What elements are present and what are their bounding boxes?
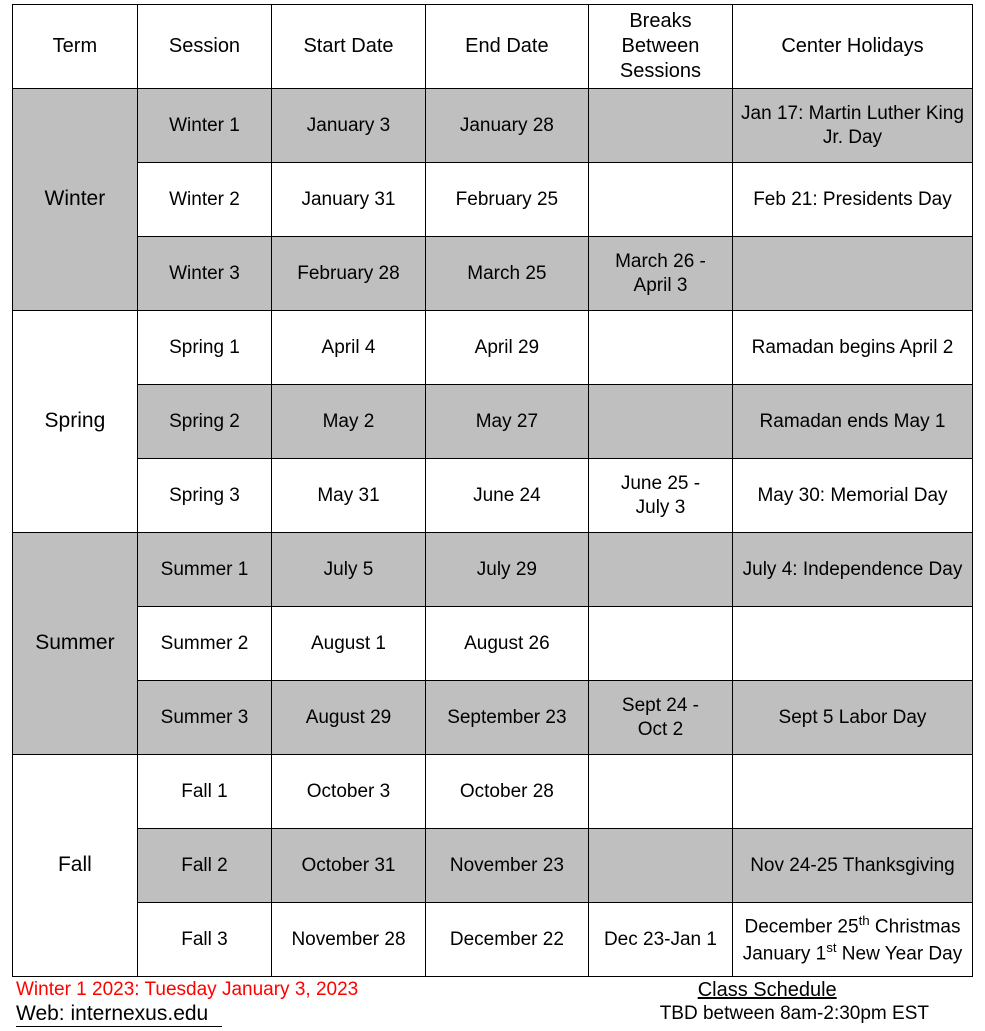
class-schedule-body: TBD between 8am-2:30pm EST (660, 1003, 929, 1025)
start-date-cell: April 4 (272, 311, 426, 385)
holiday-cell (732, 237, 972, 311)
start-date-cell: February 28 (272, 237, 426, 311)
footer-red-note: Winter 1 2023: Tuesday January 3, 2023 (16, 979, 358, 1001)
session-cell: Spring 2 (137, 385, 271, 459)
end-date-cell: April 29 (425, 311, 588, 385)
start-date-cell: May 31 (272, 459, 426, 533)
schedule-table: TermSessionStart DateEnd DateBreaksBetwe… (12, 4, 973, 977)
table-row: Winter 3February 28March 25March 26 -Apr… (13, 237, 973, 311)
col-header-1: Session (137, 5, 271, 89)
end-date-cell: February 25 (425, 163, 588, 237)
start-date-cell: October 3 (272, 755, 426, 829)
break-cell (588, 163, 732, 237)
table-row: Fall 3November 28December 22Dec 23-Jan 1… (13, 903, 973, 977)
holiday-cell: Ramadan begins April 2 (732, 311, 972, 385)
break-cell (588, 829, 732, 903)
start-date-cell: October 31 (272, 829, 426, 903)
session-cell: Fall 1 (137, 755, 271, 829)
table-row: Winter 2January 31February 25 Feb 21: Pre… (13, 163, 973, 237)
session-cell: Fall 2 (137, 829, 271, 903)
end-date-cell: August 26 (425, 607, 588, 681)
session-cell: Winter 1 (137, 89, 271, 163)
break-cell (588, 607, 732, 681)
holiday-cell: Jan 17: Martin Luther King Jr. Day (732, 89, 972, 163)
table-row: Summer 3August 29September 23Sept 24 -Oc… (13, 681, 973, 755)
end-date-cell: June 24 (425, 459, 588, 533)
start-date-cell: August 1 (272, 607, 426, 681)
table-row: Spring 2May 2May 27 Ramadan ends May 1 (13, 385, 973, 459)
session-cell: Summer 3 (137, 681, 271, 755)
footer-web-label: Web: internexus.edu (16, 1002, 222, 1027)
table-row: WinterWinter 1January 3January 28Jan 17:… (13, 89, 973, 163)
session-cell: Summer 2 (137, 607, 271, 681)
col-header-5: Center Holidays (732, 5, 972, 89)
holiday-cell (732, 607, 972, 681)
holiday-cell: December 25th ChristmasJanuary 1st New Y… (732, 903, 972, 977)
holiday-cell (732, 755, 972, 829)
session-cell: Winter 2 (137, 163, 271, 237)
col-header-3: End Date (425, 5, 588, 89)
class-schedule-title: Class Schedule (698, 979, 837, 1002)
table-row: FallFall 1October 3October 28 (13, 755, 973, 829)
table-row: SummerSummer 1July 5July 29July 4: Indep… (13, 533, 973, 607)
footer-left: Winter 1 2023: Tuesday January 3, 2023 W… (16, 979, 358, 1027)
break-cell: Sept 24 -Oct 2 (588, 681, 732, 755)
table-row: Fall 2October 31November 23 Nov 24-25 Tha… (13, 829, 973, 903)
session-cell: Fall 3 (137, 903, 271, 977)
session-cell: Spring 1 (137, 311, 271, 385)
table-row: Spring 3May 31June 24June 25 -July 3May … (13, 459, 973, 533)
end-date-cell: March 25 (425, 237, 588, 311)
term-cell-summer: Summer (13, 533, 138, 755)
table-row: Summer 2August 1August 26 (13, 607, 973, 681)
holiday-cell: Sept 5 Labor Day (732, 681, 972, 755)
footer-right: Class Schedule TBD between 8am-2:30pm ES… (660, 979, 969, 1025)
term-cell-fall: Fall (13, 755, 138, 977)
end-date-cell: September 23 (425, 681, 588, 755)
start-date-cell: July 5 (272, 533, 426, 607)
start-date-cell: November 28 (272, 903, 426, 977)
start-date-cell: January 31 (272, 163, 426, 237)
term-cell-spring: Spring (13, 311, 138, 533)
break-cell (588, 755, 732, 829)
break-cell (588, 89, 732, 163)
start-date-cell: January 3 (272, 89, 426, 163)
col-header-2: Start Date (272, 5, 426, 89)
term-cell-winter: Winter (13, 89, 138, 311)
session-cell: Summer 1 (137, 533, 271, 607)
footer: Winter 1 2023: Tuesday January 3, 2023 W… (12, 979, 973, 1027)
col-header-4: BreaksBetweenSessions (588, 5, 732, 89)
holiday-cell: Ramadan ends May 1 (732, 385, 972, 459)
end-date-cell: December 22 (425, 903, 588, 977)
break-cell: March 26 -April 3 (588, 237, 732, 311)
end-date-cell: May 27 (425, 385, 588, 459)
start-date-cell: May 2 (272, 385, 426, 459)
break-cell (588, 533, 732, 607)
end-date-cell: January 28 (425, 89, 588, 163)
end-date-cell: October 28 (425, 755, 588, 829)
session-cell: Spring 3 (137, 459, 271, 533)
break-cell (588, 385, 732, 459)
holiday-cell: July 4: Independence Day (732, 533, 972, 607)
holiday-cell: May 30: Memorial Day (732, 459, 972, 533)
table-header-row: TermSessionStart DateEnd DateBreaksBetwe… (13, 5, 973, 89)
break-cell: Dec 23-Jan 1 (588, 903, 732, 977)
table-row: SpringSpring 1April 4April 29Ramadan beg… (13, 311, 973, 385)
break-cell: June 25 -July 3 (588, 459, 732, 533)
break-cell (588, 311, 732, 385)
holiday-cell: Nov 24-25 Thanksgiving (732, 829, 972, 903)
start-date-cell: August 29 (272, 681, 426, 755)
col-header-0: Term (13, 5, 138, 89)
holiday-cell: Feb 21: Presidents Day (732, 163, 972, 237)
session-cell: Winter 3 (137, 237, 271, 311)
end-date-cell: July 29 (425, 533, 588, 607)
end-date-cell: November 23 (425, 829, 588, 903)
